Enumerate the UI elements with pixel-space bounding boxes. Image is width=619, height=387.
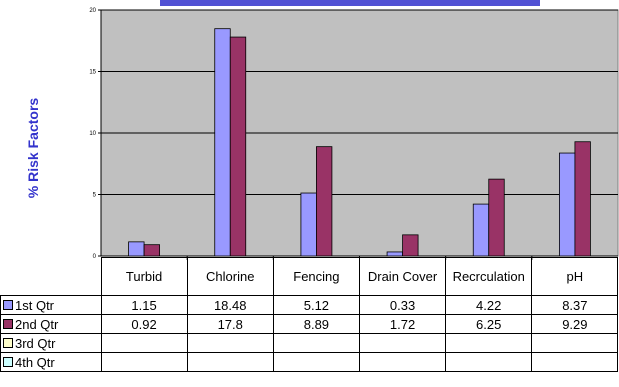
category-label: Drain Cover bbox=[358, 257, 447, 296]
y-tick-label: 5 bbox=[93, 193, 97, 199]
category-label: Chlorine bbox=[186, 257, 274, 296]
y-tick-label: 20 bbox=[89, 8, 96, 14]
legend-label: 4th Qtr bbox=[15, 354, 55, 370]
bar bbox=[143, 244, 160, 257]
category-label: Fencing bbox=[272, 257, 360, 296]
bar bbox=[559, 152, 576, 257]
legend-entry: 2nd Qtr bbox=[0, 314, 102, 334]
data-label bbox=[531, 333, 619, 353]
data-label bbox=[272, 333, 360, 353]
data-label bbox=[272, 352, 360, 372]
data-label: 5.12 bbox=[272, 295, 360, 315]
data-label: 4.22 bbox=[445, 295, 533, 315]
legend-swatch bbox=[3, 319, 13, 330]
data-label bbox=[100, 352, 188, 372]
data-label: 6.25 bbox=[445, 314, 533, 334]
bar bbox=[574, 141, 591, 257]
data-label bbox=[358, 352, 447, 372]
y-tick-label: 15 bbox=[89, 70, 96, 76]
chart-title-fragment bbox=[100, 0, 619, 6]
data-table-row: 4th Qtr bbox=[0, 352, 619, 372]
bar bbox=[128, 241, 145, 257]
bar bbox=[472, 203, 490, 257]
data-label: 0.92 bbox=[100, 314, 188, 334]
data-table-row: 2nd Qtr 0.92 17.8 8.89 1.72 6.25 9.29 bbox=[0, 314, 619, 334]
data-label: 8.37 bbox=[531, 295, 619, 315]
data-table: Turbid Chlorine Fencing Drain Cover Recrcula… bbox=[0, 257, 619, 372]
bar bbox=[402, 234, 419, 257]
bar bbox=[300, 192, 317, 257]
data-label bbox=[445, 352, 533, 372]
bar bbox=[214, 28, 231, 257]
bar bbox=[488, 178, 505, 257]
data-table-header-row: Turbid Chlorine Fencing Drain Cover Recrcula… bbox=[1, 257, 619, 296]
data-table-corner bbox=[1, 258, 102, 296]
legend-label: 2nd Qtr bbox=[15, 316, 59, 332]
category-label: Turbid bbox=[100, 257, 188, 296]
legend-entry: 3rd Qtr bbox=[0, 333, 102, 353]
bar bbox=[229, 36, 247, 257]
data-label: 17.8 bbox=[186, 314, 274, 334]
data-label: 9.29 bbox=[531, 314, 619, 334]
data-label bbox=[358, 333, 447, 353]
data-label bbox=[186, 333, 274, 353]
legend-swatch bbox=[3, 338, 13, 349]
data-label bbox=[445, 333, 533, 353]
data-label bbox=[186, 352, 274, 372]
legend-entry: 1st Qtr bbox=[0, 295, 102, 315]
bar bbox=[316, 146, 333, 257]
legend-label: 3rd Qtr bbox=[15, 335, 56, 351]
data-label: 18.48 bbox=[186, 295, 274, 315]
legend-entry: 4th Qtr bbox=[0, 352, 102, 372]
category-label: Recrculation bbox=[445, 257, 533, 296]
data-label bbox=[100, 333, 188, 353]
bar bbox=[386, 251, 403, 257]
y-tick-label: 10 bbox=[89, 131, 96, 137]
y-tick-label: 0 bbox=[93, 254, 97, 260]
data-label: 1.15 bbox=[100, 295, 188, 315]
data-table-row: 3rd Qtr bbox=[0, 333, 619, 353]
data-label: 1.72 bbox=[358, 314, 447, 334]
data-table-row: 1st Qtr 1.15 18.48 5.12 0.33 4.22 8.37 bbox=[0, 295, 619, 315]
category-label: pH bbox=[531, 257, 619, 296]
data-label: 0.33 bbox=[358, 295, 447, 315]
data-label bbox=[531, 352, 619, 372]
legend-label: 1st Qtr bbox=[15, 297, 55, 313]
legend-swatch bbox=[3, 300, 13, 311]
data-label: 8.89 bbox=[272, 314, 360, 334]
legend-swatch bbox=[3, 357, 13, 368]
